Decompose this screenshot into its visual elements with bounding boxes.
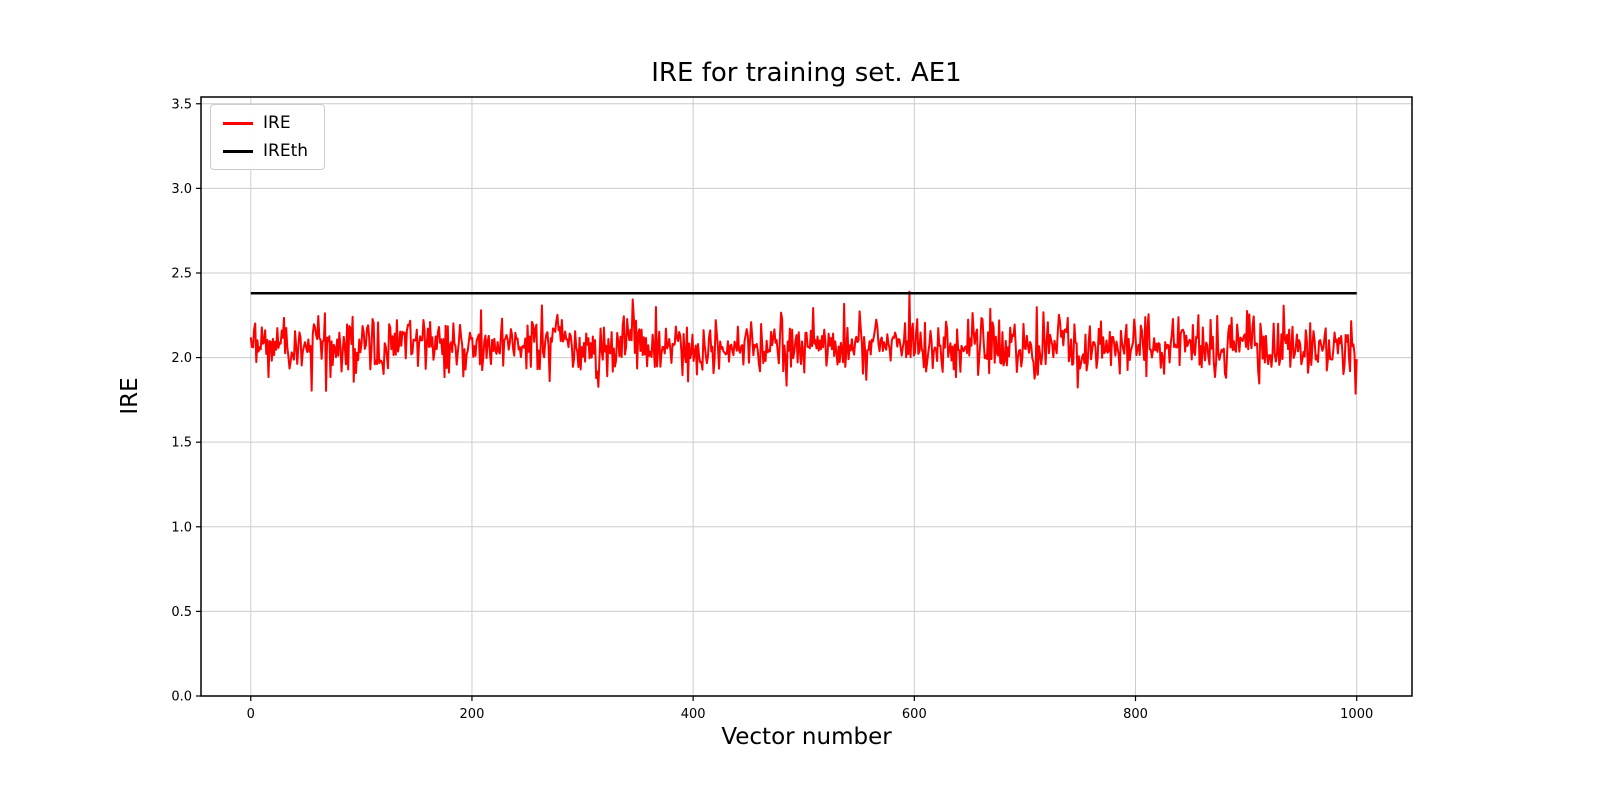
svg-text:400: 400 xyxy=(681,707,706,722)
axes-frame-layer xyxy=(200,96,1413,697)
ireth-line-swatch xyxy=(223,149,253,153)
svg-text:3.0: 3.0 xyxy=(171,182,192,197)
svg-text:0.0: 0.0 xyxy=(171,690,192,705)
x-axis-label: Vector number xyxy=(721,724,892,750)
svg-text:1.5: 1.5 xyxy=(171,436,192,451)
svg-text:1.0: 1.0 xyxy=(171,520,192,535)
svg-text:0.5: 0.5 xyxy=(171,605,192,620)
svg-text:2.0: 2.0 xyxy=(171,351,192,366)
legend-label-ire: IRE xyxy=(263,113,291,133)
legend-item-ireth: IREth xyxy=(223,141,308,161)
legend-item-ire: IRE xyxy=(223,113,308,133)
series-layer xyxy=(249,290,1358,395)
grid-layer xyxy=(201,97,1412,697)
svg-text:800: 800 xyxy=(1123,707,1148,722)
svg-text:1000: 1000 xyxy=(1340,707,1373,722)
chart-title: IRE for training set. AE1 xyxy=(651,58,962,88)
ire-line-swatch xyxy=(223,121,253,125)
svg-text:2.5: 2.5 xyxy=(171,266,192,281)
legend-label-ireth: IREth xyxy=(263,141,309,161)
y-axis-label: IRE xyxy=(117,377,143,415)
legend: IRE IREth xyxy=(210,104,326,170)
svg-text:3.5: 3.5 xyxy=(171,97,192,112)
tick-layer: 0 200 400 600 800 1000 0.0 0.5 1.0 1.5 2.0 2.5 3.0 3.… xyxy=(171,97,1373,722)
svg-text:0: 0 xyxy=(247,707,255,722)
svg-text:600: 600 xyxy=(902,707,927,722)
svg-text:200: 200 xyxy=(460,707,485,722)
